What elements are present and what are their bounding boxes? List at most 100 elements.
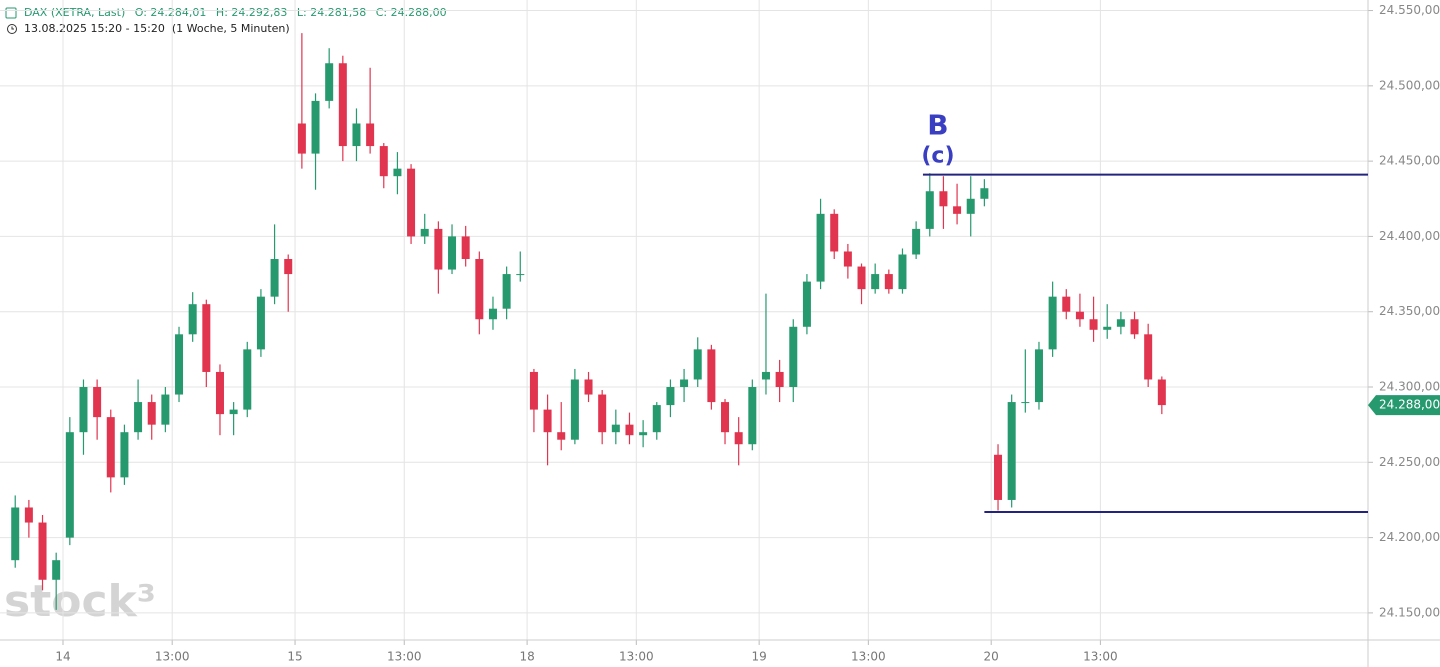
candle-body <box>693 349 702 380</box>
candle-body <box>11 507 20 561</box>
candle-body <box>871 274 880 290</box>
candle-body <box>448 236 457 270</box>
y-tick-label: 24.250,00 <box>1379 455 1440 469</box>
price-tag-label: 24.288,00 <box>1379 398 1440 412</box>
ohlc-close: C: 24.288,00 <box>376 6 447 19</box>
price-tag <box>1368 395 1440 416</box>
candle-body <box>557 432 566 440</box>
candle-body <box>994 454 1003 500</box>
candle-body <box>898 254 907 290</box>
candle-body <box>843 251 852 267</box>
candle-body <box>393 168 402 177</box>
candle-body <box>598 394 607 433</box>
y-tick-label: 24.500,00 <box>1379 78 1440 92</box>
candle-body <box>543 409 552 433</box>
candle-body <box>215 371 224 415</box>
x-tick-label: 13:00 <box>851 650 886 664</box>
candle-body <box>1007 402 1016 500</box>
candle-body <box>175 334 184 395</box>
candle-body <box>884 274 893 290</box>
candle-body <box>1116 319 1125 327</box>
candle-body <box>625 424 634 436</box>
candle-body <box>420 228 429 237</box>
candle-body <box>488 308 497 320</box>
subtitle: 13.08.2025 15:20 - 15:20 (1 Woche, 5 Min… <box>24 22 290 35</box>
candle-body <box>147 402 156 425</box>
candle-body <box>707 349 716 403</box>
symbol: DAX (XETRA, Last) <box>24 6 125 19</box>
candle-body <box>748 387 757 445</box>
x-tick-label: 14 <box>55 650 70 664</box>
candle-body <box>802 281 811 327</box>
y-tick-label: 24.400,00 <box>1379 229 1440 243</box>
x-tick-label: 15 <box>287 650 302 664</box>
candle-body <box>366 123 375 147</box>
x-tick-label: 20 <box>984 650 999 664</box>
candle-body <box>270 259 279 297</box>
x-tick-label: 13:00 <box>155 650 190 664</box>
candle-body <box>352 123 361 147</box>
x-tick-label: 13:00 <box>619 650 654 664</box>
candle-body <box>202 304 211 372</box>
candle-body <box>925 191 934 229</box>
clock-icon <box>7 24 17 34</box>
candle-body <box>980 188 989 199</box>
candle-body <box>652 405 661 433</box>
candle-body <box>243 349 252 410</box>
candle-body <box>1103 326 1112 330</box>
y-tick-label: 24.350,00 <box>1379 304 1440 318</box>
y-tick-label: 24.150,00 <box>1379 605 1440 619</box>
candle-body <box>379 146 388 177</box>
candle-body <box>1157 379 1166 406</box>
candle-body <box>134 402 143 433</box>
candle-body <box>570 379 579 440</box>
candle-body <box>830 213 839 252</box>
header: DAX (XETRA, Last) O: 24.284,01 H: 24.292… <box>24 6 447 19</box>
clock-hand <box>11 26 14 30</box>
candle-body <box>297 123 306 154</box>
candle-body <box>475 259 484 320</box>
candle-body <box>24 507 33 523</box>
ohlc-low: L: 24.281,58 <box>297 6 366 19</box>
candle-body <box>721 402 730 433</box>
candle-body <box>1062 296 1071 312</box>
candle-body <box>65 432 74 538</box>
candle-body <box>407 168 416 237</box>
candle-body <box>1034 349 1043 403</box>
candle-body <box>912 228 921 255</box>
candle-body <box>584 379 593 395</box>
candle-body <box>311 100 320 154</box>
candle-body <box>79 387 88 433</box>
candle-body <box>639 432 648 436</box>
candle-body <box>284 259 293 275</box>
candle-body <box>789 326 798 388</box>
candle-body <box>516 274 525 276</box>
candle-body <box>188 304 197 335</box>
candle-body <box>953 206 962 214</box>
candle-body <box>325 63 334 101</box>
y-tick-label: 24.300,00 <box>1379 380 1440 394</box>
x-tick-label: 18 <box>519 650 534 664</box>
candle-body <box>734 432 743 445</box>
candle-body <box>434 228 443 270</box>
candle-body <box>761 371 770 380</box>
y-tick-label: 24.200,00 <box>1379 530 1440 544</box>
candle-body <box>161 394 170 425</box>
candle-body <box>1089 319 1098 330</box>
candle-body <box>52 560 61 580</box>
candle-body <box>1144 334 1153 380</box>
x-tick-label: 13:00 <box>387 650 422 664</box>
candle-body <box>106 417 115 478</box>
candle-body <box>1075 311 1084 320</box>
ohlc-open: O: 24.284,01 <box>135 6 207 19</box>
grid <box>0 0 1368 640</box>
candle-body <box>966 198 975 214</box>
candle-body <box>338 63 347 147</box>
candle-body <box>529 371 538 410</box>
x-tick-label: 13:00 <box>1083 650 1118 664</box>
candle-body <box>461 236 470 260</box>
candle-body <box>229 409 238 415</box>
y-tick-label: 24.450,00 <box>1379 154 1440 168</box>
candles <box>11 33 1166 610</box>
